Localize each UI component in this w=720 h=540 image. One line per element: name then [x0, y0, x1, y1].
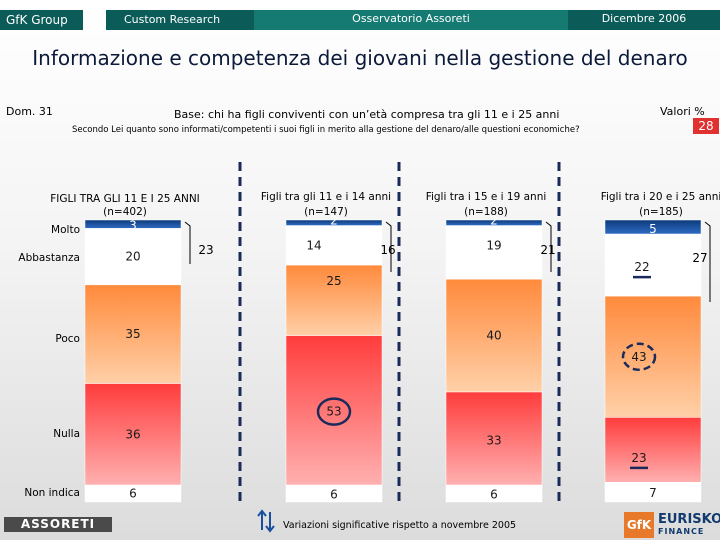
bar-segment — [445, 484, 543, 503]
sum-label: 23 — [198, 243, 213, 257]
bar-segment — [604, 482, 702, 503]
category-label: Molto — [51, 224, 80, 236]
value-label: 6 — [490, 488, 498, 502]
extra-value-badge: 28 — [693, 118, 719, 134]
values-label: Valori % — [660, 105, 705, 118]
category-label: Non indica — [24, 487, 80, 499]
arrow-up-icon — [257, 509, 267, 530]
category-label: Abbastanza — [18, 252, 80, 264]
arrow-down-icon — [265, 512, 275, 533]
bar-segment — [84, 383, 182, 486]
value-label: 2 — [330, 214, 338, 228]
gfk-eurisko-logo: GfK EURISKO FINANCE — [624, 512, 720, 538]
value-label: 40 — [486, 329, 501, 343]
value-label: 53 — [326, 405, 341, 419]
bar-segment — [285, 225, 383, 266]
value-label: 19 — [486, 239, 501, 253]
bar-segment — [84, 228, 182, 286]
department-label: Custom Research — [106, 10, 254, 30]
bar-segment — [604, 295, 702, 418]
value-label: 36 — [125, 427, 140, 441]
sum-bracket — [545, 221, 552, 272]
value-label: 14 — [306, 239, 321, 253]
eurisko-logo-text: EURISKO — [658, 512, 720, 527]
bar-segment — [285, 484, 383, 503]
group-n: (n=188) — [464, 206, 508, 218]
page-title: Informazione e competenza dei giovani ne… — [32, 46, 688, 70]
value-label: 35 — [125, 327, 140, 341]
group-n: (n=185) — [639, 206, 683, 218]
bar-segment — [445, 278, 543, 393]
sum-bracket — [385, 221, 392, 272]
value-label: 7 — [649, 486, 657, 500]
value-label: 23 — [631, 451, 646, 465]
bar-segment — [285, 335, 383, 486]
significance-circle — [316, 397, 352, 426]
sum-label: 27 — [692, 251, 707, 265]
value-label: 6 — [129, 487, 137, 501]
brand-label: GfK Group — [0, 10, 83, 30]
value-label: 3 — [129, 218, 137, 232]
significance-circle — [621, 342, 657, 372]
group-title: Figli tra gli 11 e i 14 anni — [261, 191, 391, 203]
question-text: Secondo Lei quanto sono informati/compet… — [72, 125, 580, 135]
group-title: Figli tra i 15 e i 19 anni — [426, 191, 547, 203]
value-label: 2 — [490, 214, 498, 228]
sum-label: 21 — [540, 243, 555, 257]
study-label: Osservatorio Assoreti — [254, 10, 568, 30]
value-label: 20 — [125, 250, 140, 264]
value-label: 25 — [326, 274, 341, 288]
bar-segment — [84, 284, 182, 384]
bar-segment — [445, 225, 543, 280]
question-code: Dom. 31 — [6, 105, 53, 118]
gfk-logo-mark: GfK — [624, 512, 654, 538]
bar-segment — [445, 391, 543, 486]
finance-logo-text: FINANCE — [658, 527, 705, 536]
sum-bracket — [704, 221, 711, 302]
bar-segment — [604, 417, 702, 483]
category-label: Poco — [55, 333, 80, 345]
value-label: 6 — [330, 488, 338, 502]
sum-label: 16 — [380, 243, 395, 257]
value-label: 43 — [631, 350, 646, 364]
category-label: Nulla — [53, 428, 80, 440]
group-n: (n=147) — [304, 206, 348, 218]
group-title: FIGLI TRA GLI 11 E I 25 ANNI — [50, 193, 200, 205]
base-note: Base: chi ha figli conviventi con un’età… — [174, 108, 560, 121]
value-label: 33 — [486, 434, 501, 448]
date-label: Dicembre 2006 — [568, 10, 720, 30]
value-label: 22 — [634, 260, 649, 274]
assoreti-logo: ASSORETI — [4, 517, 112, 532]
group-title: Figli tra i 20 e i 25 anni — [601, 191, 720, 203]
sum-bracket — [184, 221, 191, 264]
bar-segment — [604, 233, 702, 297]
legend-text: Variazioni significative rispetto a nove… — [283, 520, 516, 531]
value-label: 5 — [649, 222, 657, 236]
bar-segment — [84, 484, 182, 503]
group-n: (n=402) — [103, 206, 147, 218]
